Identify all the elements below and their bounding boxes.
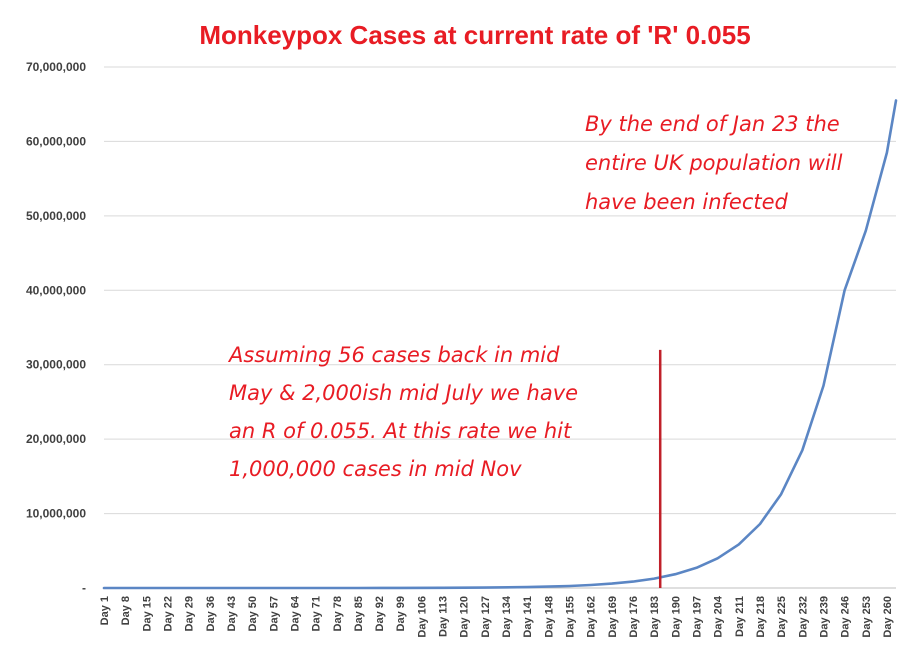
y-tick-label: 30,000,000 [26,358,86,372]
x-tick-label: Day 43 [226,596,238,631]
x-tick-label: Day 155 [565,596,577,638]
x-tick-label: Day 71 [311,596,323,631]
x-tick-label: Day 204 [713,595,725,637]
x-tick-label: Day 239 [818,596,830,638]
y-tick-label: 60,000,000 [26,134,86,148]
annotation-line: have been infected [585,190,789,214]
x-tick-label: Day 183 [649,596,661,638]
chart-title: Monkeypox Cases at current rate of 'R' 0… [199,20,750,50]
annotation-line: an R of 0.055. At this rate we hit [229,419,572,443]
x-tick-label: Day 169 [607,596,619,638]
x-tick-label: Day 92 [374,596,386,631]
x-tick-label: Day 36 [205,596,217,631]
annotation-mid: Assuming 56 cases back in mid May & 2,000… [227,343,578,481]
annotation-layer: Assuming 56 cases back in mid May & 2,000… [227,112,843,481]
y-tick-label: 70,000,000 [26,60,86,74]
x-tick-label: Day 64 [289,595,301,631]
x-tick-label: Day 99 [395,596,407,631]
y-axis-ticks: - 10,000,000 20,000,000 30,000,000 40,000,00… [26,60,86,595]
x-tick-label: Day 260 [882,596,894,638]
y-tick-label: 50,000,000 [26,209,86,223]
x-tick-label: Day 218 [755,596,767,638]
x-tick-label: Day 106 [416,596,428,638]
x-tick-label: Day 246 [840,596,852,638]
y-tick-label: 20,000,000 [26,432,86,446]
x-tick-label: Day 190 [670,596,682,638]
x-tick-label: Day 162 [586,596,598,638]
x-tick-label: Day 50 [247,596,259,631]
x-tick-label: Day 127 [480,596,492,638]
annotation-line: By the end of Jan 23 the [585,112,840,136]
x-tick-label: Day 141 [522,596,534,638]
y-tick-label: - [82,581,86,595]
x-tick-label: Day 211 [734,596,746,637]
x-tick-label: Day 57 [268,596,280,631]
x-axis-ticks: Day 1 Day 8 Day 15 Day 22 Day 29 Day 36 Day 43… [99,595,894,637]
x-tick-label: Day 29 [184,596,196,631]
series-line [102,99,898,590]
y-tick-label: 40,000,000 [26,283,86,297]
gridlines [104,66,896,589]
annotation-line: 1,000,000 cases in mid Nov [229,457,522,481]
x-tick-label: Day 8 [120,596,132,625]
annotation-line: entire UK population will [585,151,843,175]
annotation-line: May & 2,000ish mid July we have [229,381,578,405]
x-tick-label: Day 15 [141,596,153,631]
x-tick-label: Day 232 [797,596,809,638]
annotation-line: Assuming 56 cases back in mid [227,343,560,367]
series-layer [102,99,898,590]
x-tick-label: Day 85 [353,596,365,631]
x-tick-label: Day 134 [501,595,513,637]
x-tick-label: Day 120 [459,596,471,638]
x-tick-label: Day 253 [861,596,873,638]
x-tick-label: Day 1 [99,596,111,625]
x-tick-label: Day 22 [162,596,174,631]
x-tick-label: Day 176 [628,596,640,638]
annotation-top: By the end of Jan 23 the entire UK popula… [585,112,843,214]
x-tick-label: Day 148 [543,596,555,638]
y-tick-label: 10,000,000 [26,507,86,521]
x-tick-label: Day 78 [332,596,344,631]
x-tick-label: Day 197 [691,596,703,638]
x-tick-label: Day 225 [776,596,788,638]
x-tick-label: Day 113 [438,596,450,637]
